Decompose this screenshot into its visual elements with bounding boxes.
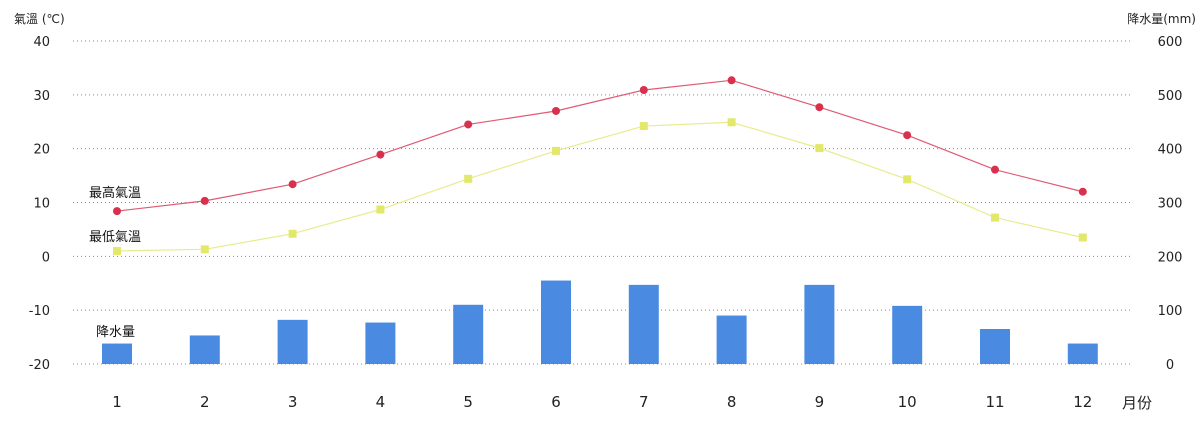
y-right-tick-label: 0 <box>1166 358 1174 373</box>
precipitation-bar <box>453 304 484 364</box>
y-left-tick-label: 20 <box>33 143 50 158</box>
high-temp-point <box>464 120 473 129</box>
y-left-tick-label: 40 <box>33 35 50 50</box>
x-tick-label: 2 <box>200 393 210 411</box>
low-temp-point <box>815 144 824 153</box>
precipitation-bar <box>1067 343 1098 364</box>
y-right-tick-label: 500 <box>1158 89 1183 104</box>
x-tick-label: 5 <box>463 393 473 411</box>
x-tick-label: 11 <box>985 393 1004 411</box>
precipitation-bar <box>277 319 308 364</box>
high-temp-point <box>639 85 648 94</box>
high-temp-point <box>727 76 736 85</box>
x-tick-label: 4 <box>376 393 386 411</box>
low-temp-point <box>376 205 385 214</box>
x-tick-label: 9 <box>815 393 825 411</box>
high-temp-point <box>376 150 385 159</box>
precipitation-bar <box>102 343 132 364</box>
precipitation-bar <box>189 335 220 364</box>
x-tick-label: 12 <box>1073 393 1092 411</box>
high-temp-series-label: 最高氣溫 <box>89 185 141 201</box>
precipitation-bar <box>628 284 659 364</box>
y-right-tick-label: 400 <box>1158 143 1183 158</box>
high-temp-point <box>815 103 824 112</box>
x-tick-label: 1 <box>112 393 122 411</box>
right-axis-title: 降水量(mm) <box>1127 12 1196 26</box>
y-left-tick-label: -20 <box>29 358 50 373</box>
low-temp-point <box>903 175 912 184</box>
precipitation-bar <box>804 284 835 364</box>
high-temp-point <box>552 106 560 115</box>
x-tick-label: 3 <box>288 393 298 411</box>
low-temp-point <box>113 246 121 255</box>
left-axis-title: 氣溫 (℃) <box>14 12 65 26</box>
high-temp-point <box>288 180 297 189</box>
precipitation-bar <box>892 305 923 364</box>
y-left-tick-label: -10 <box>29 304 50 319</box>
y-right-tick-label: 300 <box>1158 197 1183 212</box>
x-tick-label: 7 <box>639 393 649 411</box>
low-temp-point <box>727 118 736 127</box>
y-right-tick-label: 600 <box>1158 35 1183 50</box>
high-temp-line <box>116 79 1083 212</box>
low-temp-point <box>288 229 297 238</box>
high-temp-point <box>200 196 209 205</box>
high-temp-point <box>1078 187 1087 196</box>
x-axis-title: 月份 <box>1122 394 1152 412</box>
y-right-tick-label: 100 <box>1158 304 1183 319</box>
low-temp-line <box>116 121 1083 252</box>
precipitation-series-label: 降水量 <box>96 325 135 340</box>
low-temp-point <box>639 122 648 131</box>
high-temp-point <box>113 207 121 216</box>
low-temp-point <box>464 174 473 183</box>
low-temp-point <box>552 146 560 155</box>
x-tick-label: 6 <box>551 393 561 411</box>
y-right-tick-label: 200 <box>1158 250 1183 265</box>
y-left-tick-label: 30 <box>33 89 50 104</box>
precipitation-bar <box>541 280 571 364</box>
precipitation-bar <box>365 322 396 364</box>
high-temp-point <box>991 165 999 174</box>
x-tick-label: 8 <box>727 393 737 411</box>
precipitation-bar <box>980 329 1010 364</box>
x-tick-label: 10 <box>898 393 917 411</box>
low-temp-point <box>1078 233 1087 242</box>
low-temp-series-label: 最低氣溫 <box>89 230 141 245</box>
low-temp-point <box>991 213 999 222</box>
y-left-tick-label: 0 <box>42 250 50 265</box>
precipitation-bar <box>716 315 747 364</box>
high-temp-point <box>903 131 912 140</box>
low-temp-point <box>200 245 209 254</box>
y-left-tick-label: 10 <box>33 197 50 212</box>
